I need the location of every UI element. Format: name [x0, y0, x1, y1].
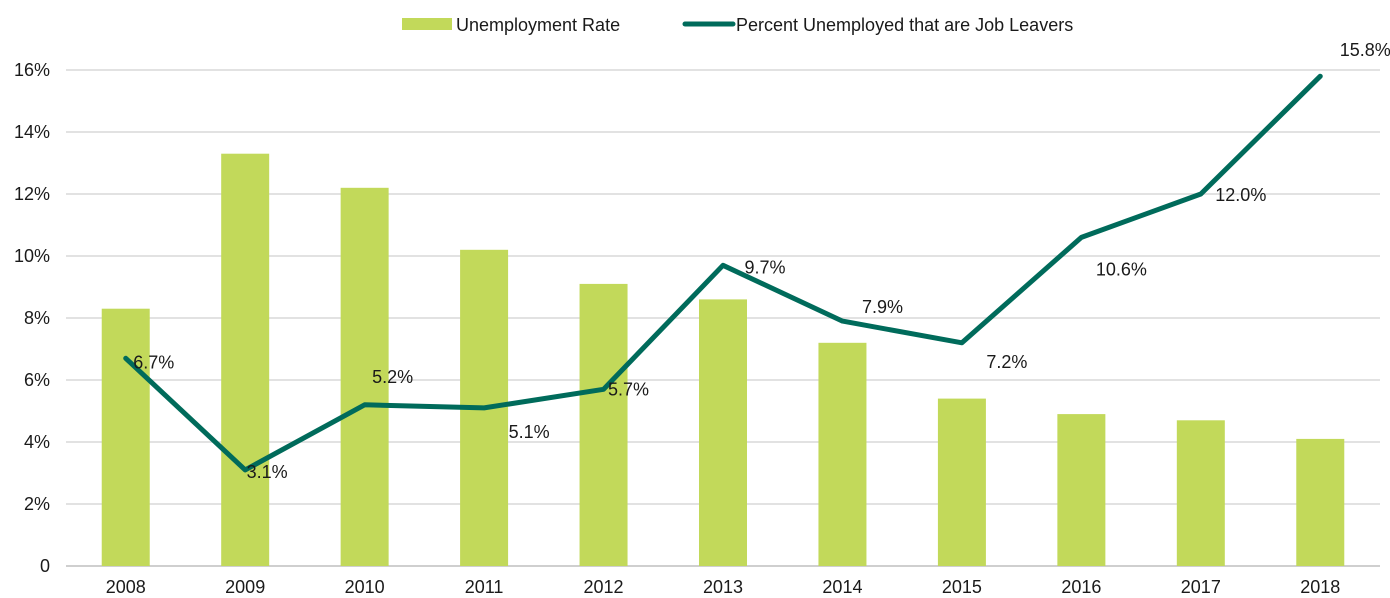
x-tick-label: 2016: [1061, 577, 1101, 597]
data-label: 7.9%: [862, 297, 903, 317]
legend: Unemployment Rate Percent Unemployed that…: [402, 15, 1073, 35]
y-tick-label: 12%: [14, 184, 50, 204]
y-tick-label: 6%: [24, 370, 50, 390]
bar: [340, 187, 389, 567]
data-label: 6.7%: [133, 352, 174, 372]
legend-label-job-leavers: Percent Unemployed that are Job Leavers: [736, 15, 1073, 35]
bar: [699, 299, 747, 566]
line-series: [123, 73, 1323, 473]
bar: [1057, 414, 1106, 566]
data-label: 10.6%: [1096, 259, 1147, 279]
data-label: 12.0%: [1215, 185, 1266, 205]
data-label: 5.1%: [509, 422, 550, 442]
y-tick-label: 10%: [14, 246, 50, 266]
y-tick-label: 8%: [24, 308, 50, 328]
x-tick-label: 2010: [345, 577, 385, 597]
data-label: 3.1%: [247, 462, 288, 482]
x-tick-label: 2012: [584, 577, 624, 597]
y-tick-label: 4%: [24, 432, 50, 452]
y-tick-label: 2%: [24, 494, 50, 514]
data-label: 5.7%: [608, 379, 649, 399]
y-tick-label: 16%: [14, 60, 50, 80]
x-tick-label: 2008: [106, 577, 146, 597]
x-tick-label: 2009: [225, 577, 265, 597]
x-tick-label: 2013: [703, 577, 743, 597]
y-tick-label: 14%: [14, 122, 50, 142]
bar: [937, 398, 986, 566]
x-axis-labels: 2008 2009 2010 2011 2012 2013 2014 2015 2016 2017…: [106, 577, 1341, 597]
x-tick-label: 2014: [822, 577, 862, 597]
bar-series: [101, 153, 1345, 567]
legend-bar-swatch: [402, 18, 452, 30]
data-label: 7.2%: [986, 352, 1027, 372]
y-tick-label: 0: [40, 556, 50, 576]
data-label: 15.8%: [1340, 40, 1390, 60]
x-tick-label: 2018: [1300, 577, 1340, 597]
bar: [221, 153, 270, 566]
bar: [579, 283, 628, 566]
x-tick-label: 2017: [1181, 577, 1221, 597]
x-tick-label: 2011: [465, 577, 504, 597]
legend-label-unemployment-rate: Unemployment Rate: [456, 15, 620, 35]
line-data-labels: 6.7% 3.1% 5.2% 5.1% 5.7% 9.7% 7.9% 7.2% 10.6% 12.…: [133, 40, 1390, 482]
x-tick-label: 2015: [942, 577, 982, 597]
bar: [1176, 420, 1225, 566]
data-label: 9.7%: [744, 257, 785, 277]
bar: [101, 308, 150, 566]
y-axis-ticks: 0 2% 4% 6% 8% 10% 12% 14% 16%: [14, 60, 50, 576]
data-label: 5.2%: [372, 367, 413, 387]
bar: [818, 342, 867, 566]
bar: [1296, 438, 1345, 566]
